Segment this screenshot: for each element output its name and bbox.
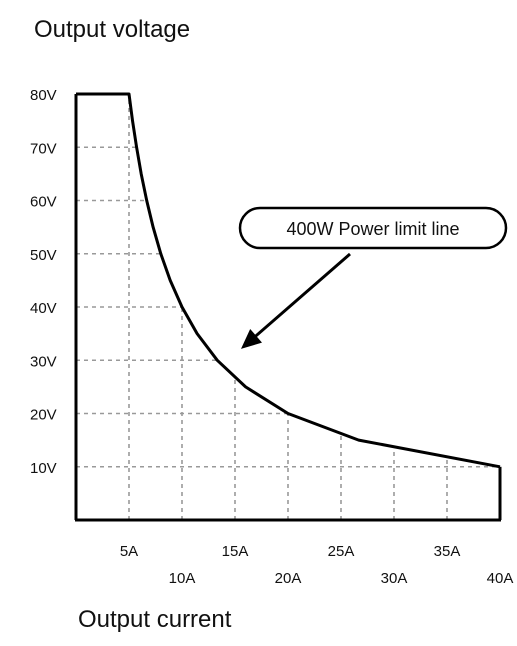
x-tick-label: 25A — [328, 543, 355, 560]
y-tick-label: 80V — [30, 87, 57, 104]
x-axis-title: Output current — [78, 606, 232, 633]
y-tick-label: 10V — [30, 460, 57, 477]
y-tick-label: 60V — [30, 194, 57, 211]
grid — [76, 94, 500, 520]
x-tick-label: 35A — [434, 543, 461, 560]
annotation-layer: 400W Power limit line — [238, 206, 508, 349]
y-tick-label: 30V — [30, 353, 57, 370]
annotation-box — [238, 206, 508, 250]
x-tick-label: 10A — [169, 570, 196, 587]
annotation-arrowhead — [241, 329, 262, 349]
y-tick-label: 20V — [30, 407, 57, 424]
x-tick-label: 40A — [487, 570, 514, 587]
axes — [74, 94, 501, 522]
x-tick-label: 20A — [275, 570, 302, 587]
power-limit-line — [76, 92, 501, 469]
tick-labels: 10V 20V 30V 40V 50V 60V 70V 80V 5A 10A 15A 20A 25A 30… — [30, 87, 513, 587]
annotation-label: 400W Power limit line — [286, 219, 459, 239]
series-layer — [76, 92, 502, 520]
x-tick-label: 30A — [381, 570, 408, 587]
y-tick-label: 40V — [30, 300, 57, 317]
annotation-arrow-shaft — [248, 252, 351, 344]
x-tick-label: 5A — [120, 543, 138, 560]
x-tick-label: 15A — [222, 543, 249, 560]
y-tick-label: 70V — [30, 140, 57, 157]
y-axis-title: Output voltage — [34, 16, 191, 43]
y-tick-label: 50V — [30, 247, 57, 264]
